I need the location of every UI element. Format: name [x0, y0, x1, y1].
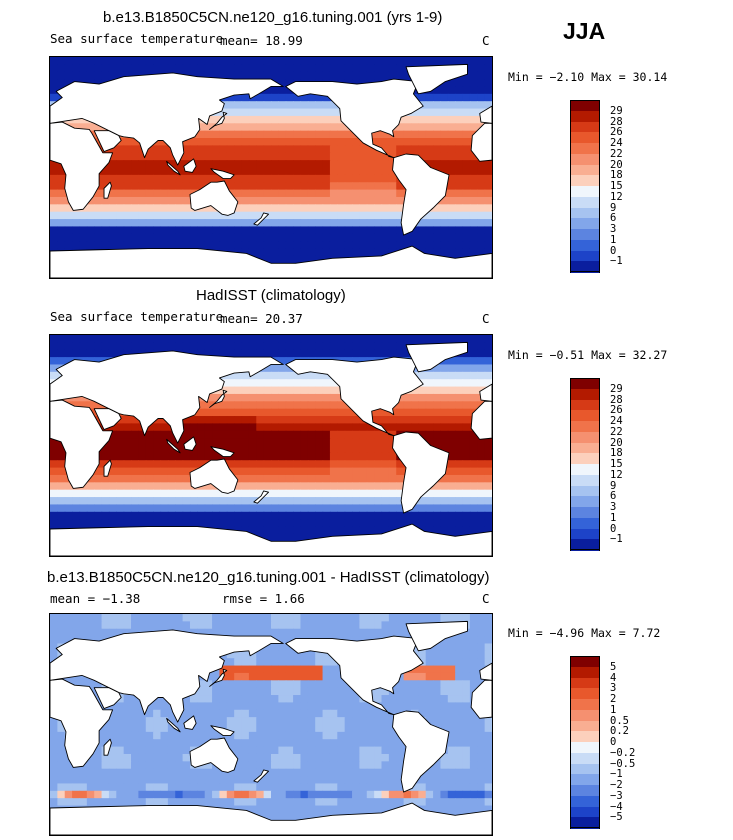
colorbar-tick-label: 28 — [610, 393, 623, 406]
colorbar-tick-label: 0.2 — [610, 725, 629, 738]
colorbar-tick-label: −1 — [610, 533, 623, 546]
colorbar-tick-label: 3 — [610, 223, 617, 235]
panel-1-mean: mean= 18.99 — [220, 33, 303, 48]
panel-3-minmax: Min = −4.96 Max = 7.72 — [508, 626, 661, 640]
panel-1-title: b.e13.B1850C5CN.ne120_g16.tuning.001 (yr… — [103, 9, 443, 26]
colorbar-tick-label: −1 — [610, 255, 623, 268]
colorbar-tick-label: 9 — [610, 201, 617, 214]
panel-1-field-name: Sea surface temperature — [50, 31, 224, 46]
panel-1-units: C — [482, 33, 490, 48]
colorbar-frame — [570, 100, 600, 272]
colorbar-tick-label: −1 — [610, 768, 623, 781]
panel-2-title: HadISST (climatology) — [196, 287, 346, 304]
panel-2-mean: mean= 20.37 — [220, 311, 303, 326]
colorbar-tick-label: 24 — [610, 415, 623, 427]
panel-2-map-canvas — [50, 335, 492, 556]
colorbar-tick-label: 12 — [610, 190, 623, 203]
panel-3-map-canvas — [50, 614, 492, 835]
panel-1-map — [49, 56, 493, 279]
colorbar-tick-label: 28 — [610, 115, 623, 128]
colorbar-tick-label: 0 — [610, 522, 617, 535]
panel-3-units: C — [482, 591, 490, 606]
panel-2-units: C — [482, 311, 490, 326]
land-mask — [50, 620, 492, 835]
colorbar-tick-label: 26 — [610, 404, 623, 417]
colorbar-tick-label: 18 — [610, 447, 623, 460]
panel-1-minmax: Min = −2.10 Max = 30.14 — [508, 70, 668, 84]
colorbar-tick-label: 12 — [610, 468, 623, 481]
panel-3-mean: mean = −1.38 — [50, 591, 141, 606]
colorbar-tick-label: 3 — [610, 682, 617, 695]
panel-1-colorbar: 29 28 26 24 22 20 18 15 12 9 6 3 1 0 −1 — [570, 100, 650, 273]
colorbar-tick-label: 4 — [610, 671, 617, 684]
panel-2-minmax: Min = −0.51 Max = 32.27 — [508, 348, 668, 362]
colorbar-tick-label: 9 — [610, 479, 617, 492]
colorbar-tick-label: 29 — [610, 104, 623, 117]
colorbar-tick-label: 6 — [610, 490, 617, 503]
colorbar-tick-label: 0 — [610, 736, 617, 748]
colorbar-frame — [570, 656, 600, 828]
colorbar-tick-label: −3 — [610, 789, 623, 802]
colorbar-tick-label: 15 — [610, 180, 623, 192]
panel-3-colorbar: 5 4 3 2 1 0.5 0.2 0 −0.2 −0.5 −1 −2 −3 −4 −5 — [570, 656, 650, 829]
colorbar-tick-label: 20 — [610, 158, 623, 171]
land-mask — [50, 341, 492, 556]
colorbar-tick-label: 1 — [610, 511, 617, 524]
colorbar-tick-label: 1 — [610, 703, 617, 716]
panel-2-field-name: Sea surface temperature — [50, 309, 224, 324]
panel-1-map-canvas — [50, 57, 492, 278]
colorbar-tick-label: 20 — [610, 436, 623, 449]
panel-2-colorbar: 29 28 26 24 22 20 18 15 12 9 6 3 1 0 −1 — [570, 378, 650, 551]
panel-2-map — [49, 334, 493, 557]
colorbar-tick-label: 15 — [610, 458, 623, 470]
colorbar-tick-label: 5 — [610, 660, 617, 673]
colorbar-tick-label: 18 — [610, 169, 623, 182]
season-label: JJA — [563, 18, 606, 44]
colorbar-tick-label: 0 — [610, 244, 617, 257]
panel-3-title: b.e13.B1850C5CN.ne120_g16.tuning.001 - H… — [47, 569, 490, 586]
colorbar-tick-label: −0.2 — [610, 746, 636, 759]
colorbar-tick-label: 2 — [610, 693, 617, 705]
colorbar-tick-label: 6 — [610, 212, 617, 225]
colorbar-tick-label: 1 — [610, 233, 617, 246]
colorbar-tick-label: 22 — [610, 425, 623, 438]
colorbar-tick-label: −0.5 — [610, 757, 636, 770]
panel-3-rmse: rmse = 1.66 — [222, 591, 305, 606]
colorbar-frame — [570, 378, 600, 550]
colorbar-tick-label: 3 — [610, 501, 617, 513]
colorbar-tick-label: 22 — [610, 147, 623, 160]
colorbar-tick-label: 26 — [610, 126, 623, 139]
colorbar-tick-label: −2 — [610, 779, 623, 791]
panel-3-map — [49, 613, 493, 836]
colorbar-tick-label: 24 — [610, 137, 623, 149]
land-mask — [50, 63, 492, 278]
colorbar-tick-label: −4 — [610, 800, 623, 813]
colorbar-tick-label: 0.5 — [610, 714, 629, 727]
colorbar-tick-label: 29 — [610, 382, 623, 395]
colorbar-tick-label: −5 — [610, 811, 623, 824]
